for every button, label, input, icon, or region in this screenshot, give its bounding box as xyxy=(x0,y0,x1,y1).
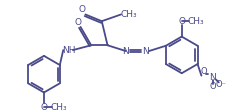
Text: O⁻: O⁻ xyxy=(214,80,225,89)
Text: O: O xyxy=(200,67,207,76)
Text: CH₃: CH₃ xyxy=(187,17,204,26)
Text: O: O xyxy=(209,82,215,91)
Text: O: O xyxy=(177,17,184,26)
Text: N: N xyxy=(209,73,215,82)
Text: O: O xyxy=(40,103,47,112)
Text: CH₃: CH₃ xyxy=(120,10,136,19)
Text: CH₃: CH₃ xyxy=(50,103,66,112)
Text: NH: NH xyxy=(62,46,75,55)
Text: O: O xyxy=(79,5,86,14)
Text: N: N xyxy=(141,47,148,56)
Text: O: O xyxy=(74,18,81,27)
Text: N: N xyxy=(122,47,129,56)
